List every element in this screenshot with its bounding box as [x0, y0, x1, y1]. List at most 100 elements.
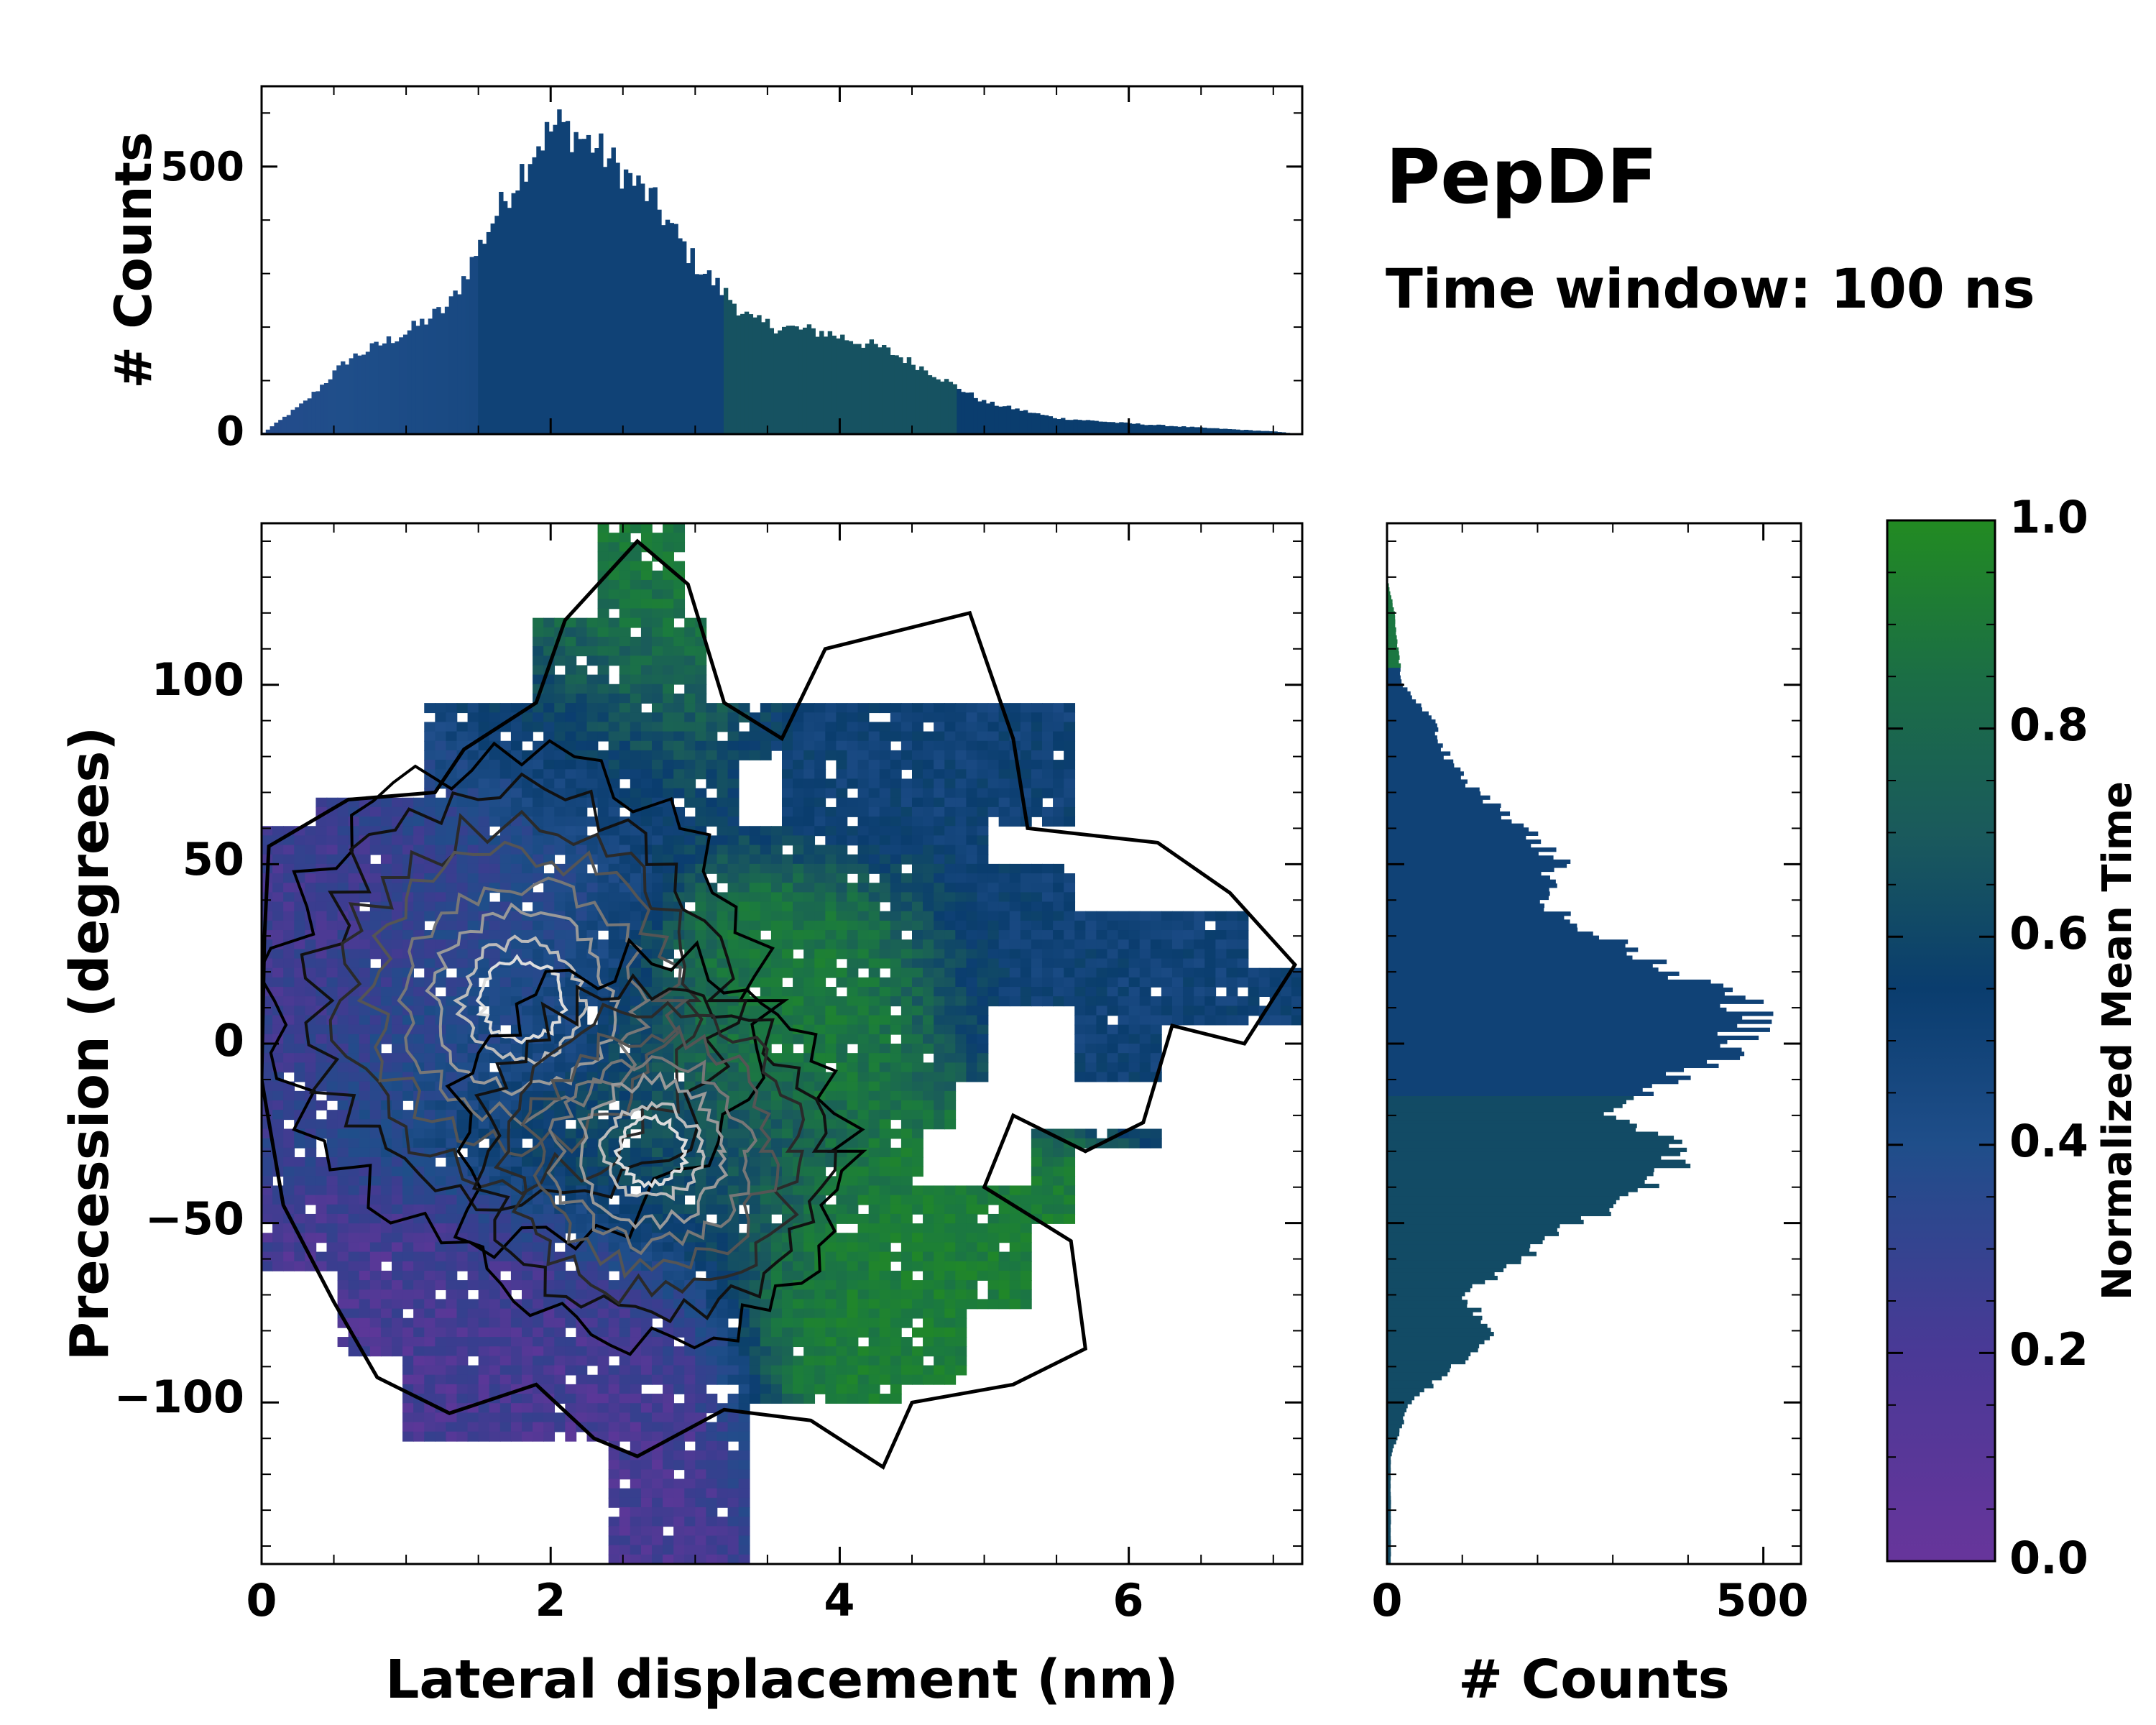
heatmap-cell [879, 1280, 891, 1291]
heatmap-cell [337, 1072, 349, 1082]
heatmap-cell [684, 958, 696, 969]
heatmap-cell [825, 1090, 837, 1101]
heatmap-cell [467, 703, 479, 714]
heatmap-cell [857, 1242, 870, 1253]
heatmap-cell [369, 835, 382, 846]
heatmap-cell [435, 1280, 447, 1291]
heatmap-cell [749, 883, 761, 893]
heatmap-cell [478, 1412, 490, 1423]
heatmap-cell [640, 1422, 653, 1432]
heatmap-cell [814, 1317, 826, 1328]
heatmap-cell [803, 1128, 816, 1139]
heatmap-cell [793, 1299, 804, 1310]
heatmap-cell [706, 816, 718, 827]
heatmap-cell [597, 1374, 609, 1385]
heatmap-cell [326, 1147, 338, 1158]
heatmap-cell [706, 1195, 718, 1205]
heatmap-cell [489, 1356, 501, 1366]
heatmap-cell [380, 1289, 392, 1300]
heatmap-cell [456, 1251, 469, 1262]
heatmap-cell [706, 1374, 718, 1385]
heatmap-cell [684, 816, 696, 827]
heatmap-cell [619, 656, 631, 666]
heatmap-cell [337, 892, 349, 903]
heatmap-cell [262, 1156, 273, 1167]
heatmap-cell [586, 656, 599, 666]
heatmap-cell [380, 987, 392, 997]
heatmap-cell [738, 731, 750, 742]
heatmap-cell [900, 1374, 913, 1385]
heatmap-cell [727, 920, 740, 931]
heatmap-cell [554, 930, 566, 940]
heatmap-cell [706, 845, 718, 855]
heatmap-cell [640, 617, 653, 628]
heatmap-cell [294, 1072, 306, 1082]
heatmap-cell [695, 1497, 707, 1508]
heatmap-cell [586, 883, 599, 893]
heatmap-cell [706, 722, 718, 732]
heatmap-cell [727, 778, 740, 789]
heatmap-cell [836, 1213, 848, 1224]
heatmap-cell [337, 1147, 349, 1158]
heatmap-cell [890, 806, 902, 817]
heatmap-cell [337, 1213, 349, 1224]
heatmap-cell [630, 920, 642, 931]
heatmap-cell [652, 1535, 663, 1546]
heatmap-cell [717, 1497, 729, 1508]
heatmap-cell [727, 1223, 740, 1234]
heatmap-cell [868, 1147, 880, 1158]
heatmap-cell [359, 1128, 371, 1139]
heatmap-cell [467, 722, 479, 732]
heatmap-cell [315, 977, 328, 988]
heatmap-cell [533, 967, 544, 978]
heatmap-cell [337, 1337, 349, 1348]
heatmap-cell [554, 1337, 566, 1348]
heatmap-cell [706, 1280, 718, 1291]
heatmap-cell [554, 1261, 566, 1271]
heatmap-cell [803, 750, 816, 760]
heatmap-cell [879, 1213, 891, 1224]
heatmap-cell [868, 703, 880, 714]
top-histogram-bar [1135, 423, 1141, 434]
top-histogram-bar [1243, 429, 1249, 434]
heatmap-cell [283, 1062, 295, 1073]
heatmap-cell [717, 873, 729, 884]
heatmap-cell [369, 1024, 382, 1035]
heatmap-cell [262, 1233, 273, 1243]
heatmap-cell [533, 665, 544, 676]
heatmap-cell [533, 1365, 544, 1376]
heatmap-cell [900, 806, 913, 817]
heatmap-cell [630, 684, 642, 694]
heatmap-cell [934, 845, 946, 855]
heatmap-cell [533, 1006, 544, 1016]
heatmap-cell [868, 731, 880, 742]
heatmap-cell [456, 1024, 469, 1035]
top-histogram-bar [1019, 410, 1024, 434]
heatmap-cell [663, 1384, 674, 1394]
heatmap-cell [912, 835, 923, 846]
heatmap-cell [597, 958, 609, 969]
heatmap-cell [900, 1261, 913, 1271]
top-histogram-bar [611, 147, 616, 434]
heatmap-cell [413, 920, 425, 931]
heatmap-cell [565, 769, 577, 780]
heatmap-cell [554, 1374, 566, 1385]
top-histogram-bar [761, 322, 766, 434]
heatmap-cell [380, 977, 392, 988]
heatmap-cell [738, 1374, 750, 1385]
heatmap-cell [760, 911, 772, 921]
heatmap-cell [652, 1412, 663, 1423]
heatmap-cell [337, 1223, 349, 1234]
top-histogram-bar [1123, 422, 1128, 434]
heatmap-cell [793, 1034, 804, 1044]
heatmap-cell [934, 883, 946, 893]
heatmap-cell [738, 1242, 750, 1253]
heatmap-cell [923, 949, 934, 960]
heatmap-cell [684, 1394, 696, 1404]
heatmap-cell [944, 778, 957, 789]
heatmap-cell [652, 617, 663, 628]
heatmap-cell [803, 1081, 816, 1092]
top-histogram-bar [386, 336, 392, 434]
heatmap-cell [576, 1356, 588, 1366]
heatmap-cell [337, 1128, 349, 1139]
